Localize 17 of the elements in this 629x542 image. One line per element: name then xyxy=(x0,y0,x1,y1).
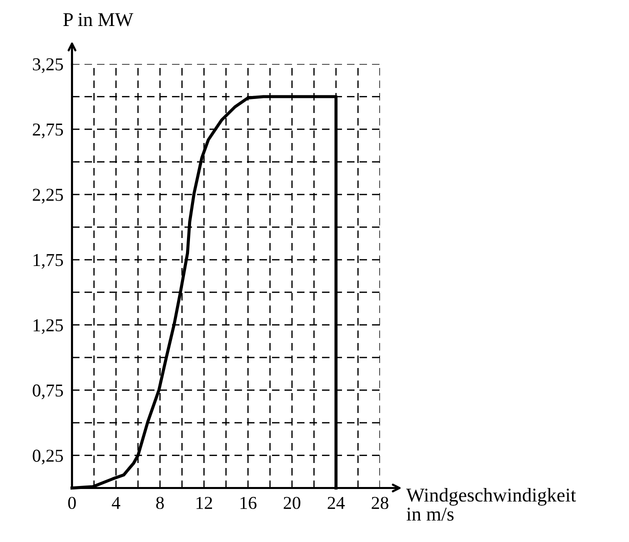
x-axis-title: Windgeschwindigkeit in m/s xyxy=(406,488,576,521)
x-tick-label: 8 xyxy=(156,496,164,510)
y-tick-label: 2,75 xyxy=(32,124,63,138)
x-tick-label: 4 xyxy=(112,496,120,509)
y-tick-label: 1,25 xyxy=(34,319,63,334)
y-tick-label: 0,75 xyxy=(32,384,63,400)
x-tick-label: 16 xyxy=(240,496,256,510)
y-axis-title: P in MW xyxy=(63,13,134,26)
y-tick-label: 2,25 xyxy=(32,188,63,204)
x-tick-label: 0 xyxy=(68,496,76,510)
y-tick-label: 0,25 xyxy=(32,450,63,464)
x-tick-label: 28 xyxy=(372,496,388,510)
y-tick-label: 3,25 xyxy=(32,58,63,74)
y-tick-label: 1,75 xyxy=(34,254,63,269)
x-tick-label: 20 xyxy=(284,496,300,510)
x-tick-label: 12 xyxy=(196,496,212,509)
x-tick-label: 24 xyxy=(328,496,345,509)
